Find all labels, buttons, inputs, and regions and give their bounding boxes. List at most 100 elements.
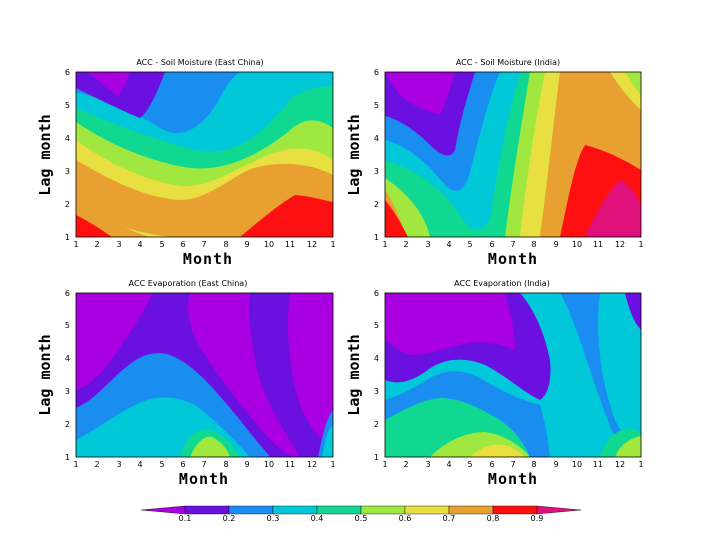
y-axis-label: Lag month (36, 114, 54, 195)
contour-fill-soil-east-china (76, 72, 333, 237)
x-tick-label: 4 (446, 240, 451, 249)
x-ticks: 1 2 3 4 5 6 7 8 9 10 11 12 1 (73, 460, 335, 469)
x-tick-label: 10 (572, 460, 582, 469)
x-tick-label: 7 (510, 460, 515, 469)
x-tick-label: 9 (244, 460, 249, 469)
y-tick-label: 1 (374, 453, 379, 462)
plot-frame (384, 292, 642, 458)
colorbar-label: 0.6 (399, 514, 412, 523)
x-tick-label: 9 (244, 240, 249, 249)
x-tick-label: 3 (116, 460, 121, 469)
x-tick-label: 4 (137, 240, 142, 249)
y-tick-label: 2 (65, 200, 70, 209)
colorbar: 0.1 0.2 0.3 0.4 0.5 0.6 0.7 0.8 0.9 (140, 505, 582, 523)
x-tick-label: 2 (403, 240, 408, 249)
contour-fill-evap-east-china (76, 293, 333, 457)
colorbar-label: 0.8 (487, 514, 500, 523)
y-tick-label: 6 (65, 289, 70, 298)
y-tick-label: 1 (65, 233, 70, 242)
x-axis-label: Month (179, 470, 229, 488)
y-tick-label: 5 (65, 321, 70, 330)
x-tick-label: 1 (73, 240, 78, 249)
x-tick-label: 12 (307, 460, 317, 469)
colorbar-label: 0.1 (179, 514, 192, 523)
x-tick-label: 1 (638, 240, 643, 249)
colorbar-segment (360, 505, 406, 515)
x-tick-label: 4 (446, 460, 451, 469)
panel-evap-india: ACC Evaporation (India) 1 2 3 4 5 6 1 2 … (345, 279, 644, 488)
x-tick-label: 6 (180, 460, 185, 469)
x-ticks: 1 2 3 4 5 6 7 8 9 10 11 12 1 (382, 460, 643, 469)
colorbar-label: 0.9 (531, 514, 544, 523)
x-tick-label: 3 (425, 240, 430, 249)
y-tick-label: 3 (374, 387, 379, 396)
colorbar-segments (140, 505, 582, 515)
colorbar-segment (448, 505, 494, 515)
y-axis-label: Lag month (345, 114, 363, 195)
x-axis-label: Month (488, 250, 538, 268)
x-tick-label: 2 (94, 240, 99, 249)
x-tick-label: 7 (201, 240, 206, 249)
colorbar-segment (228, 505, 274, 515)
x-tick-label: 4 (137, 460, 142, 469)
x-tick-label: 2 (403, 460, 408, 469)
colorbar-label: 0.3 (267, 514, 280, 523)
y-tick-label: 2 (374, 200, 379, 209)
y-tick-label: 4 (65, 134, 70, 143)
x-tick-label: 3 (116, 240, 121, 249)
y-ticks: 1 2 3 4 5 6 (65, 68, 70, 242)
panel-soil-east-china: ACC - Soil Moisture (East China) 1 2 3 4… (36, 58, 336, 268)
contour-fill-soil-india (385, 72, 641, 237)
colorbar-label: 0.2 (223, 514, 236, 523)
y-ticks: 1 2 3 4 5 6 (374, 68, 379, 242)
colorbar-label: 0.5 (355, 514, 368, 523)
x-tick-label: 6 (489, 240, 494, 249)
plot-frame (384, 71, 642, 238)
y-axis-label: Lag month (36, 334, 54, 415)
x-tick-label: 11 (593, 240, 603, 249)
x-tick-label: 10 (264, 460, 274, 469)
contour-fill-evap-india (385, 293, 641, 457)
x-tick-label: 2 (94, 460, 99, 469)
y-axis-label: Lag month (345, 334, 363, 415)
colorbar-segment (316, 505, 362, 515)
colorbar-segment (140, 505, 186, 515)
colorbar-segment (272, 505, 318, 515)
colorbar-segment (536, 505, 582, 515)
x-tick-label: 9 (553, 460, 558, 469)
x-axis-label: Month (183, 250, 233, 268)
y-tick-label: 1 (374, 233, 379, 242)
panel-soil-india: ACC - Soil Moisture (India) 1 2 3 4 5 6 … (345, 58, 644, 268)
x-tick-label: 6 (489, 460, 494, 469)
plot-frame (75, 292, 334, 458)
x-ticks: 1 2 3 4 5 6 7 8 9 10 11 12 1 (73, 240, 335, 249)
y-tick-label: 2 (374, 420, 379, 429)
x-tick-label: 3 (425, 460, 430, 469)
y-tick-label: 5 (374, 101, 379, 110)
x-tick-label: 1 (73, 460, 78, 469)
x-tick-label: 12 (307, 240, 317, 249)
y-tick-label: 1 (65, 453, 70, 462)
x-tick-label: 8 (531, 240, 536, 249)
x-tick-label: 1 (382, 240, 387, 249)
x-tick-label: 11 (285, 240, 295, 249)
x-axis-label: Month (488, 470, 538, 488)
colorbar-labels: 0.1 0.2 0.3 0.4 0.5 0.6 0.7 0.8 0.9 (179, 514, 544, 523)
y-ticks: 1 2 3 4 5 6 (374, 289, 379, 462)
y-tick-label: 6 (374, 68, 379, 77)
colorbar-label: 0.7 (443, 514, 456, 523)
x-tick-label: 5 (159, 460, 164, 469)
panel-title: ACC - Soil Moisture (East China) (136, 58, 263, 67)
x-ticks: 1 2 3 4 5 6 7 8 9 10 11 12 1 (382, 240, 643, 249)
y-tick-label: 3 (65, 387, 70, 396)
colorbar-segment (404, 505, 450, 515)
x-tick-label: 8 (223, 460, 228, 469)
x-tick-label: 5 (159, 240, 164, 249)
y-tick-label: 6 (374, 289, 379, 298)
x-tick-label: 5 (467, 240, 472, 249)
x-tick-label: 12 (615, 460, 625, 469)
y-tick-label: 4 (65, 354, 70, 363)
x-tick-label: 7 (201, 460, 206, 469)
plot-frame (75, 71, 334, 238)
